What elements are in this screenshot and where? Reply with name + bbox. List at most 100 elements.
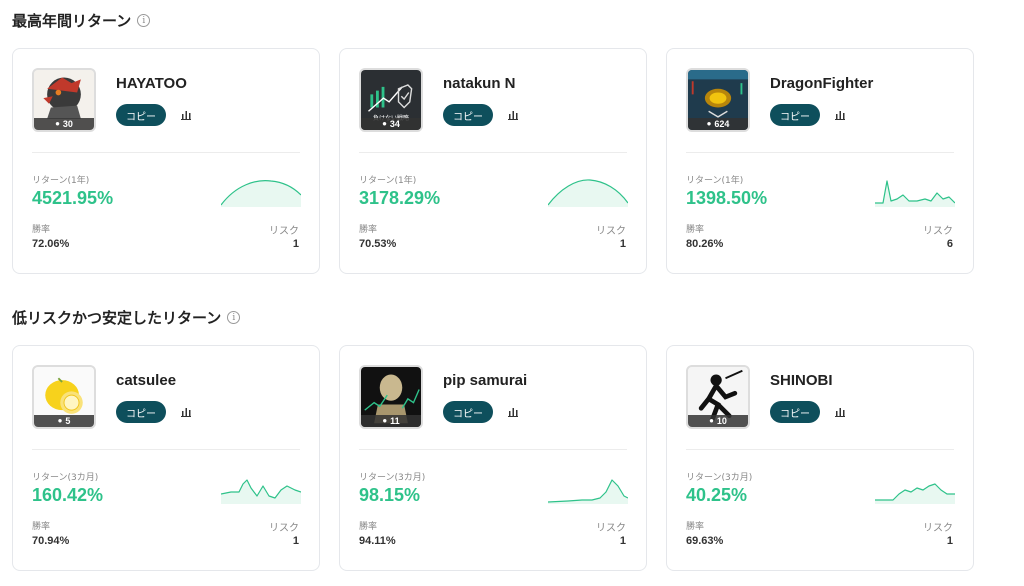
divider <box>359 152 627 153</box>
risk-value: 1 <box>619 535 626 547</box>
winrate-value: 72.06% <box>32 238 70 250</box>
return-label: リターン(3カ月) <box>359 473 426 483</box>
return-sparkline <box>875 180 955 207</box>
follower-count: 30 <box>62 119 73 129</box>
follower-count: 5 <box>65 416 71 426</box>
avatar[interactable]: ● 5 <box>32 365 96 429</box>
winrate-label: 勝率 <box>32 225 51 235</box>
risk-label: リスク <box>596 226 626 237</box>
risk-value: 1 <box>292 535 299 547</box>
copy-button[interactable]: コピー <box>116 104 166 126</box>
follower-count-badge: ● 30 <box>34 118 94 130</box>
divider <box>686 152 954 153</box>
risk-value: 1 <box>619 238 626 250</box>
avatar[interactable]: ● 10 <box>686 365 750 429</box>
return-sparkline <box>221 180 301 207</box>
return-label: リターン(3カ月) <box>686 473 753 483</box>
trader-name[interactable]: pip samurai <box>443 372 528 389</box>
winrate-label: 勝率 <box>686 225 705 235</box>
risk-label: リスク <box>269 226 299 237</box>
risk-label: リスク <box>269 523 299 534</box>
risk-label: リスク <box>923 226 953 237</box>
bar-chart-icon[interactable] <box>507 405 519 417</box>
winrate-value: 80.26% <box>686 238 724 250</box>
follower-count: 34 <box>389 119 400 129</box>
person-icon: ● <box>709 416 714 425</box>
copy-button[interactable]: コピー <box>770 104 820 126</box>
risk-label: リスク <box>923 523 953 534</box>
winrate-label: 勝率 <box>359 522 378 532</box>
return-value: 40.25% <box>686 485 748 505</box>
winrate-value: 70.94% <box>32 535 70 547</box>
risk-value: 1 <box>292 238 299 250</box>
avatar[interactable]: 負けない戦略 ● 34 <box>359 68 423 132</box>
trader-card[interactable]: 負けない戦略 ● 34 natakun N コピー リターン(1年) 3178.… <box>339 48 647 274</box>
trader-card[interactable]: ● 10 SHINOBI コピー リターン(3カ月) 40.25% 勝率 69.… <box>666 345 974 571</box>
info-icon[interactable]: i <box>227 311 241 324</box>
avatar[interactable]: ● 11 <box>359 365 423 429</box>
trader-card[interactable]: ● 30 HAYATOO コピー リターン(1年) 4521.95% 勝率 72… <box>12 48 320 274</box>
person-icon: ● <box>706 119 712 128</box>
follower-count-badge: ● 624 <box>688 118 748 130</box>
winrate-label: 勝率 <box>32 522 51 532</box>
person-icon: ● <box>382 119 387 128</box>
follower-count: 10 <box>716 416 727 426</box>
section-title-text: 低リスクかつ安定したリターン <box>12 309 222 327</box>
bar-chart-icon[interactable] <box>834 405 846 417</box>
return-sparkline <box>221 479 301 504</box>
bar-chart-icon[interactable] <box>507 108 519 120</box>
divider <box>686 449 954 450</box>
avatar[interactable]: ● 30 <box>32 68 96 132</box>
winrate-value: 69.63% <box>686 535 724 547</box>
return-value: 3178.29% <box>359 188 441 208</box>
section-title-low-risk-stable-return: 低リスクかつ安定したリターン i <box>12 307 241 328</box>
trader-card[interactable]: ● 11 pip samurai コピー リターン(3カ月) 98.15% 勝率… <box>339 345 647 571</box>
person-icon: ● <box>57 416 63 425</box>
winrate-label: 勝率 <box>359 225 378 235</box>
return-sparkline <box>548 479 628 504</box>
return-label: リターン(1年) <box>32 176 90 186</box>
info-icon[interactable]: i <box>137 14 151 27</box>
avatar[interactable]: ● 624 <box>686 68 750 132</box>
return-value: 1398.50% <box>686 188 768 208</box>
trader-name[interactable]: natakun N <box>443 75 516 92</box>
winrate-value: 70.53% <box>359 238 397 250</box>
risk-value: 6 <box>946 238 953 250</box>
copy-button[interactable]: コピー <box>770 401 820 423</box>
divider <box>32 449 300 450</box>
divider <box>32 152 300 153</box>
trader-name[interactable]: DragonFighter <box>770 75 874 92</box>
trader-card[interactable]: ● 5 catsulee コピー リターン(3カ月) 160.42% 勝率 70… <box>12 345 320 571</box>
trader-name[interactable]: SHINOBI <box>770 372 833 389</box>
copy-button[interactable]: コピー <box>116 401 166 423</box>
return-label: リターン(1年) <box>359 176 417 186</box>
bar-chart-icon[interactable] <box>180 405 192 417</box>
follower-count-badge: ● 11 <box>361 415 421 427</box>
follower-count-badge: ● 10 <box>688 415 748 427</box>
return-label: リターン(3カ月) <box>32 473 99 483</box>
winrate-value: 94.11% <box>359 535 396 547</box>
trader-name[interactable]: catsulee <box>116 372 177 389</box>
divider <box>359 449 627 450</box>
section-title-text: 最高年間リターン <box>12 12 132 30</box>
person-icon: ● <box>382 416 388 425</box>
trader-name[interactable]: HAYATOO <box>116 75 187 92</box>
return-value: 98.15% <box>359 485 421 505</box>
trader-card[interactable]: ● 624 DragonFighter コピー リターン(1年) 1398.50… <box>666 48 974 274</box>
follower-count-badge: ● 5 <box>34 415 94 427</box>
bar-chart-icon[interactable] <box>180 108 192 120</box>
risk-value: 1 <box>946 535 953 547</box>
person-icon: ● <box>55 119 60 128</box>
winrate-label: 勝率 <box>686 522 705 532</box>
copy-button[interactable]: コピー <box>443 104 493 126</box>
return-sparkline <box>875 483 955 504</box>
return-value: 4521.95% <box>32 188 114 208</box>
follower-count: 624 <box>714 119 730 129</box>
return-sparkline <box>548 179 628 207</box>
copy-button[interactable]: コピー <box>443 401 493 423</box>
follower-count-badge: ● 34 <box>361 118 421 130</box>
risk-label: リスク <box>596 523 626 534</box>
return-label: リターン(1年) <box>686 176 744 186</box>
bar-chart-icon[interactable] <box>834 108 846 120</box>
follower-count: 11 <box>390 416 400 426</box>
